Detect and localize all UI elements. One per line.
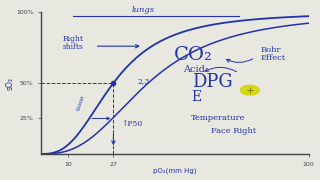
Text: E: E [191, 91, 201, 104]
Text: DPG: DPG [192, 73, 233, 91]
Text: CO₂: CO₂ [174, 46, 213, 64]
Text: tissue: tissue [76, 94, 86, 111]
Text: shifts: shifts [63, 43, 84, 51]
Text: Acid: Acid [183, 65, 204, 74]
Text: Right: Right [63, 35, 84, 42]
Text: ↑P50: ↑P50 [121, 120, 143, 128]
Circle shape [240, 85, 259, 95]
Text: Temperature: Temperature [190, 114, 245, 122]
Text: Face Right: Face Right [211, 127, 256, 135]
Y-axis label: sO₂: sO₂ [5, 76, 14, 89]
Text: 2,3: 2,3 [138, 77, 150, 85]
Text: Effect: Effect [260, 54, 286, 62]
X-axis label: pO₂(mm Hg): pO₂(mm Hg) [153, 168, 197, 174]
Text: lungs: lungs [131, 6, 154, 14]
Text: Bohr: Bohr [260, 46, 281, 54]
